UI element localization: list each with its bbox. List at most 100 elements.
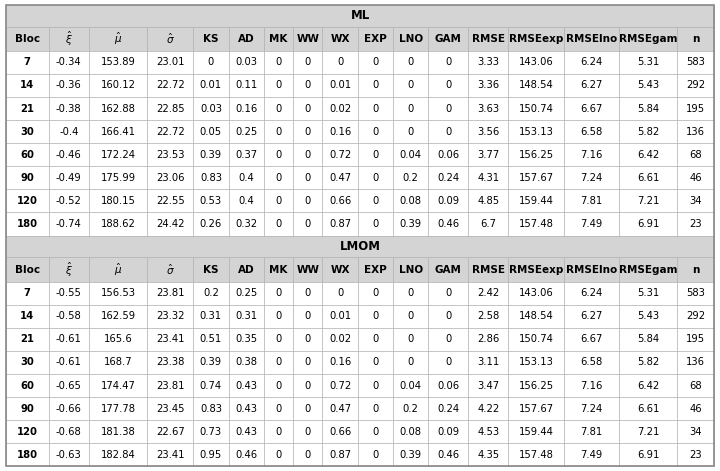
Bar (264, 443, 293, 466)
Bar (323, 328, 358, 351)
Text: WX: WX (330, 34, 350, 44)
Text: 0: 0 (372, 127, 379, 137)
Text: 4.85: 4.85 (477, 196, 500, 206)
Text: 0: 0 (305, 288, 311, 298)
Bar (508, 212, 564, 236)
Text: 0.08: 0.08 (400, 196, 422, 206)
Bar (147, 397, 193, 420)
Bar (508, 27, 564, 51)
Text: 3.36: 3.36 (477, 81, 500, 90)
Bar (229, 27, 264, 51)
Text: 7.16: 7.16 (580, 381, 603, 390)
Text: 195: 195 (686, 104, 706, 114)
Bar (358, 258, 393, 282)
Text: 0: 0 (372, 104, 379, 114)
Text: 0.53: 0.53 (200, 196, 222, 206)
Bar (293, 443, 323, 466)
Text: 162.59: 162.59 (100, 311, 135, 321)
Text: RMSElno: RMSElno (566, 265, 617, 275)
Bar (193, 74, 229, 97)
Text: 23.41: 23.41 (156, 334, 184, 344)
Text: 0: 0 (276, 334, 282, 344)
Bar (678, 97, 714, 120)
Text: MK: MK (269, 34, 288, 44)
Text: 0: 0 (408, 104, 414, 114)
Bar (293, 189, 323, 212)
Text: 0.72: 0.72 (329, 150, 351, 160)
Bar (89, 374, 147, 397)
Bar (468, 443, 508, 466)
Text: 46: 46 (690, 173, 702, 183)
Text: 7.24: 7.24 (580, 404, 603, 414)
Bar (49, 282, 89, 305)
Text: 0.72: 0.72 (329, 381, 351, 390)
Text: 0: 0 (305, 81, 311, 90)
Text: 0.01: 0.01 (200, 81, 222, 90)
Text: $\hat{\mu}$: $\hat{\mu}$ (114, 31, 122, 47)
Text: 0.06: 0.06 (437, 150, 459, 160)
Bar (564, 258, 619, 282)
Bar (147, 258, 193, 282)
Bar (323, 282, 358, 305)
Text: 180.15: 180.15 (101, 196, 135, 206)
Bar (393, 305, 428, 328)
Text: 157.48: 157.48 (518, 450, 554, 460)
Text: 0: 0 (445, 311, 451, 321)
Text: 0.38: 0.38 (235, 357, 257, 367)
Text: 60: 60 (20, 381, 35, 390)
Text: 2.86: 2.86 (477, 334, 500, 344)
Bar (678, 120, 714, 143)
Text: 0: 0 (305, 357, 311, 367)
Bar (678, 189, 714, 212)
Text: 0: 0 (276, 196, 282, 206)
Text: 23.01: 23.01 (156, 57, 184, 67)
Text: 180: 180 (17, 450, 37, 460)
Bar (89, 27, 147, 51)
Bar (6, 5, 714, 27)
Text: 6.7: 6.7 (480, 219, 496, 229)
Text: -0.61: -0.61 (56, 357, 81, 367)
Bar (619, 397, 678, 420)
Text: 0: 0 (305, 311, 311, 321)
Bar (264, 97, 293, 120)
Text: 6.91: 6.91 (637, 219, 660, 229)
Text: 0.02: 0.02 (329, 334, 351, 344)
Text: 6.24: 6.24 (580, 57, 603, 67)
Bar (564, 443, 619, 466)
Text: 156.25: 156.25 (518, 150, 554, 160)
Bar (678, 351, 714, 374)
Bar (193, 51, 229, 74)
Text: 23.41: 23.41 (156, 450, 184, 460)
Text: n: n (692, 34, 700, 44)
Bar (293, 420, 323, 443)
Bar (393, 351, 428, 374)
Bar (229, 97, 264, 120)
Bar (678, 51, 714, 74)
Bar (468, 74, 508, 97)
Text: 4.35: 4.35 (477, 450, 500, 460)
Bar (264, 374, 293, 397)
Bar (147, 420, 193, 443)
Bar (89, 420, 147, 443)
Bar (293, 120, 323, 143)
Bar (49, 397, 89, 420)
Bar (564, 166, 619, 189)
Bar (358, 282, 393, 305)
Bar (193, 27, 229, 51)
Bar (508, 397, 564, 420)
Bar (468, 351, 508, 374)
Bar (193, 443, 229, 466)
Text: 0.02: 0.02 (329, 104, 351, 114)
Text: LMOM: LMOM (340, 240, 380, 253)
Bar (468, 120, 508, 143)
Bar (508, 189, 564, 212)
Text: 6.61: 6.61 (637, 173, 660, 183)
Bar (193, 282, 229, 305)
Text: 0: 0 (305, 57, 311, 67)
Text: 0: 0 (372, 427, 379, 437)
Text: 0: 0 (372, 196, 379, 206)
Bar (264, 328, 293, 351)
Bar (193, 397, 229, 420)
Text: 22.55: 22.55 (156, 196, 184, 206)
Bar (468, 305, 508, 328)
